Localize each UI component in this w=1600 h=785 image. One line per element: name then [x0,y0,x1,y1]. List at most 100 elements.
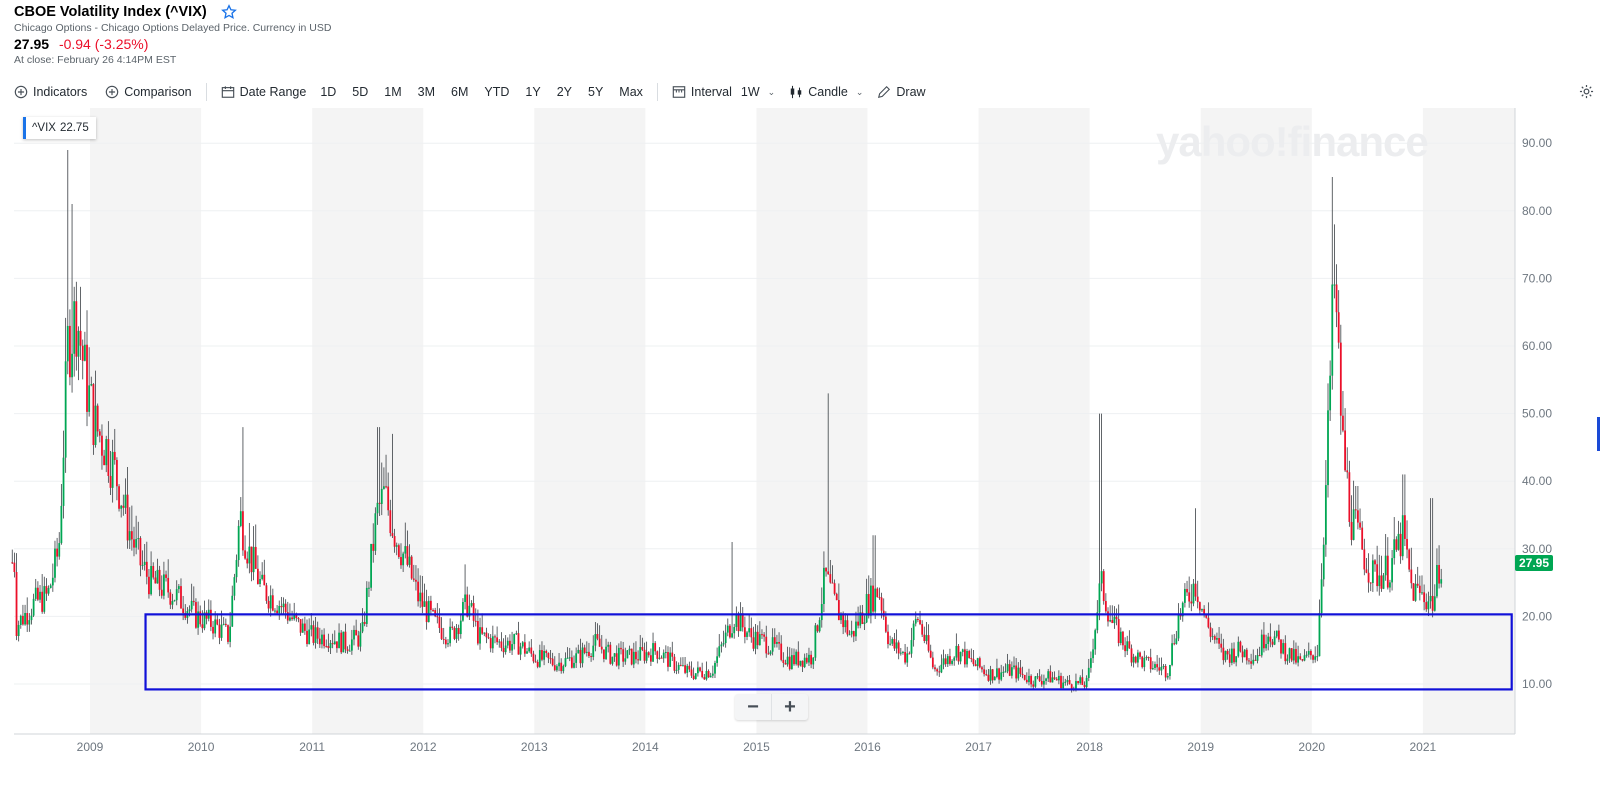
draw-label: Draw [896,85,926,99]
candle-body [887,631,889,645]
candle-body [1209,627,1212,637]
zoom-in-button[interactable]: + [784,695,796,718]
candle-body [532,653,535,662]
candle-body [118,486,120,509]
candle-body [1085,677,1088,688]
candle-body [470,603,473,606]
candle-body [1220,643,1223,648]
candle-body [978,658,981,668]
x-tick-label: 2017 [965,740,992,754]
candle-body [1391,558,1393,583]
candle-body [1010,667,1013,676]
star-icon[interactable] [220,4,237,20]
candle-body [36,587,39,600]
indicators-label: Indicators [33,85,88,99]
candle-body [397,545,400,558]
candle-body [1386,555,1389,588]
interval-dropdown[interactable]: Interval 1W ⌄ [672,85,775,99]
x-tick-label: 2019 [1187,740,1214,754]
candle-body [850,631,853,635]
candle-body [863,622,866,624]
range-1d[interactable]: 1D [320,85,337,99]
candle-body [639,647,642,661]
candle-body [391,533,394,537]
candle-body [560,662,563,672]
candle-body [370,543,372,588]
candle-body [848,634,851,636]
draw-button[interactable]: Draw [877,85,926,99]
candle-body [1173,643,1176,645]
candle-body [957,645,960,662]
range-2y[interactable]: 2Y [556,85,572,99]
candle-body [966,651,968,665]
range-5d[interactable]: 5D [352,85,369,99]
candle-body [323,634,326,647]
candle-body [47,587,50,594]
last-price-tag: 27.95 [1515,555,1553,571]
chart-type-dropdown[interactable]: Candle ⌄ [789,85,863,99]
range-6m[interactable]: 6M [451,85,469,99]
candle-body [372,543,375,551]
candle-body [92,384,95,445]
candle-body [1429,595,1432,602]
candle-body [603,649,605,659]
candle-body [449,626,452,644]
gear-icon[interactable] [1579,84,1594,99]
comparison-button[interactable]: Comparison [105,85,192,99]
range-ytd[interactable]: YTD [484,85,510,99]
zoom-out-button[interactable]: − [735,694,772,720]
quote-change: -0.94 (-3.25%) [58,36,149,52]
candle-icon [790,85,802,99]
candle-body [310,625,313,630]
candle-body [940,664,943,673]
candle-body [637,659,639,661]
candle-body [318,638,321,645]
candle-body [647,652,650,656]
candle-body [556,666,558,671]
candle-body [1124,645,1126,652]
range-3m[interactable]: 3M [417,85,436,99]
date-range-button[interactable]: Date Range [221,85,306,99]
candle-body [1053,677,1056,679]
candle-body [1169,664,1171,677]
candle-body [553,665,556,671]
candle-body [1192,583,1195,604]
candle-body [1055,678,1058,681]
range-1m[interactable]: 1M [384,85,402,99]
series-legend[interactable]: ^VIX 22.75 [23,117,96,139]
candle-body [844,620,847,628]
candle-body [197,611,199,628]
candle-body [111,451,114,488]
range-max[interactable]: Max [619,85,643,99]
plus-circle-icon [105,85,119,99]
candle-body [709,675,712,678]
indicators-button[interactable]: Indicators [14,85,87,99]
candle-body [1137,652,1139,663]
candle-body [180,586,182,609]
candle-body [743,627,746,637]
candle-body [865,594,868,623]
candle-body [1132,656,1135,663]
candle-body [1045,678,1047,681]
candle-body [412,578,415,580]
range-5y[interactable]: 5Y [588,85,604,99]
candle-body [1147,657,1150,659]
candle-body [1312,655,1314,660]
x-tick-label: 2018 [1076,740,1103,754]
candle-body [517,633,520,655]
candle-body [1335,284,1338,313]
candle-body [1322,544,1325,580]
candle-body [635,651,637,660]
candle-body [756,631,759,646]
candle-body [1427,601,1430,610]
range-1y[interactable]: 1Y [525,85,541,99]
candle-body [899,652,902,654]
candle-body [327,646,330,649]
candle-body [248,546,251,564]
candle-body [855,621,857,637]
candle-body [427,600,430,623]
candle-body [137,538,140,540]
candle-body [1265,644,1267,649]
scroll-indicator[interactable] [1597,417,1600,451]
